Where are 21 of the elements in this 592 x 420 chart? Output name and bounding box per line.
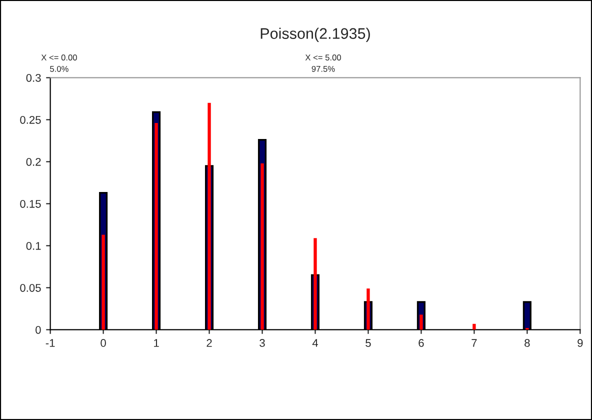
text: X <= 0.00 5.0% bbox=[41, 54, 77, 72]
x-tick-label: 2 bbox=[206, 339, 212, 347]
x-tick-label: 6 bbox=[418, 339, 424, 347]
x-tick-label: 1 bbox=[154, 339, 159, 347]
y-tick-label: 0.1 bbox=[26, 242, 41, 250]
x-tick-label: 3 bbox=[260, 339, 265, 347]
y-tick-label: 0.05 bbox=[20, 284, 41, 292]
x-tick-label: -1 bbox=[46, 339, 55, 347]
x-tick-label: 5 bbox=[366, 339, 371, 347]
x-tick-label: 0 bbox=[100, 339, 106, 347]
y-tick-label: 0.15 bbox=[20, 200, 41, 208]
text: X <= 5.00 97.5% bbox=[305, 54, 341, 72]
y-tick-label: 0.25 bbox=[20, 116, 41, 124]
chart-title: Poisson(2.1935) bbox=[260, 28, 370, 42]
y-tick-label: 0 bbox=[36, 326, 41, 334]
y-tick-label: 0.2 bbox=[26, 158, 41, 166]
x-tick-label: 9 bbox=[578, 339, 583, 347]
x-tick-label: 7 bbox=[472, 339, 477, 347]
x-tick-label: 4 bbox=[312, 339, 318, 347]
y-tick-label: 0.3 bbox=[26, 74, 41, 82]
x-tick-label: 8 bbox=[524, 339, 530, 347]
